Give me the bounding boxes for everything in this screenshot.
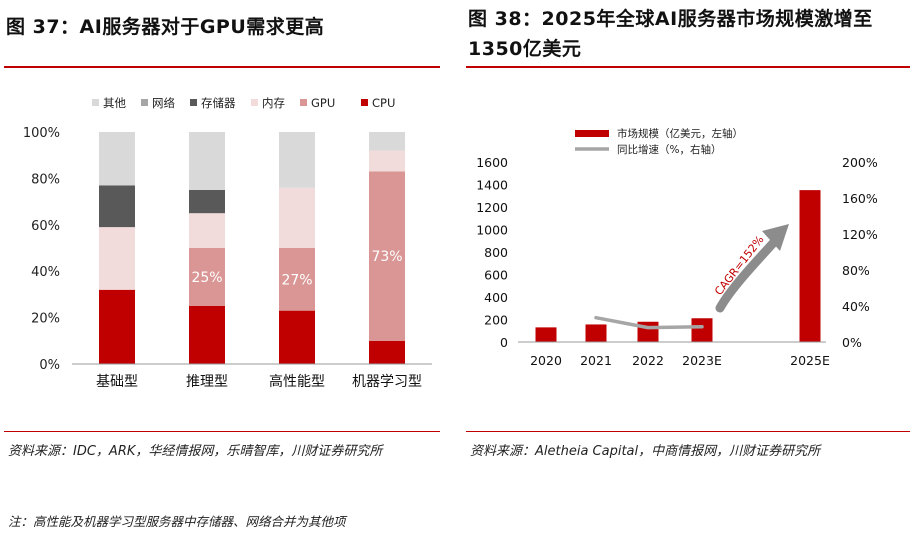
cagr-arrow-head [762,224,789,251]
legend-label-0: 其他 [103,96,126,110]
market-size-bar [585,324,607,342]
x-category-label: 2021 [580,353,612,368]
y-tick-label: 40% [31,265,60,280]
legend-swatch-4 [300,99,307,106]
title-rule [4,66,440,68]
y-tick-label: 60% [31,219,60,234]
y-tick-label: 20% [31,312,60,327]
x-category-label: 2020 [530,353,562,368]
bar-segment-内存 [279,187,315,248]
y-left-tick-label: 1200 [476,200,508,215]
x-category-label: 机器学习型 [352,374,422,390]
legend-label-4: GPU [311,96,335,110]
legend-label-line: 同比增速（%，右轴） [617,143,721,156]
y-right-tick-label: 80% [842,263,870,278]
bar-segment-CPU [369,340,405,364]
figure-37-note: 注：高性能及机器学习型服务器中存储器、网络合并为其他项 [8,514,346,529]
bar-segment-其他 [279,132,315,188]
x-category-label: 2022 [632,353,664,368]
bar-segment-存储器 [99,185,135,228]
x-category-label: 2025E [790,353,830,368]
figure-38-title: 图 38：2025年全球AI服务器市场规模激增至1350亿美元 [468,8,873,60]
x-category-label: 基础型 [96,373,138,390]
y-left-tick-label: 1000 [476,223,508,238]
bar-segment-内存 [369,150,405,172]
bar-segment-其他 [369,132,405,151]
figure-37-source: 资料来源：IDC，ARK，华经情报网，乐晴智库，川财证券研究所 [8,444,383,459]
market-size-bar [799,190,821,342]
ai-server-component-chart: 其他 网络 存储器 内存 GPU CPU 0% 20% 40% 60% 80% 100% 基础型 25% 推… [23,96,432,390]
y-left-tick-label: 400 [484,290,508,305]
x-category-label: 推理型 [186,374,228,390]
y-left-tick-label: 600 [484,268,508,283]
y-left-tick-label: 1400 [476,178,508,193]
y-tick-label: 100% [23,126,60,141]
legend-swatch-5 [361,99,368,106]
bar-segment-GPU [189,248,225,306]
growth-rate-line [594,315,704,330]
data-label: 25% [191,270,222,286]
bar-segment-内存 [99,227,135,290]
legend-label-bar: 市场规模（亿美元，左轴） [617,127,743,140]
data-label: 27% [281,272,312,288]
y-right-tick-label: 160% [842,191,878,206]
bar-segment-其他 [99,132,135,186]
y-left-tick-label: 800 [484,245,508,260]
title-rule [466,66,910,68]
legend-swatch-0 [92,99,99,106]
legend-swatch-2 [190,99,197,106]
legend-label-3: 内存 [262,96,285,110]
y-right-tick-label: 120% [842,227,878,242]
legend-swatch-bar [575,130,609,137]
bar-segment-内存 [189,213,225,248]
market-size-bar [535,327,557,342]
x-category-label: 2023E [682,353,722,368]
market-size-bar [691,318,713,342]
bar-segment-GPU [279,248,315,311]
y-tick-label: 0% [39,358,60,373]
y-right-tick-label: 40% [842,299,870,314]
cagr-arrow-shaft [715,235,781,313]
legend-label-1: 网络 [152,96,175,110]
y-left-tick-label: 1600 [476,155,508,170]
bar-segment-其他 [189,132,225,190]
legend-label-2: 存储器 [201,96,236,110]
ai-server-market-chart: 市场规模（亿美元，左轴） 同比增速（%，右轴） 0 200 400 600 800 1000 1… [476,127,878,368]
legend-label-5: CPU [372,96,395,110]
figure-38-panel: 图 38：2025年全球AI服务器市场规模激增至1350亿美元 市场规模（亿美元… [462,0,910,540]
y-right-tick-label: 0% [842,335,862,350]
source-rule [4,431,440,432]
bar-segment-存储器 [189,190,225,214]
legend-swatch-3 [251,99,258,106]
x-category-label: 高性能型 [269,373,325,390]
y-left-tick-label: 0 [500,335,508,350]
legend-swatch-1 [141,99,148,106]
bar-segment-CPU [189,306,225,364]
figure-37-title: 图 37：AI服务器对于GPU需求更高 [6,16,325,38]
bar-segment-CPU [99,289,135,364]
figure-37-panel: 图 37：AI服务器对于GPU需求更高 其他 网络 存储器 内存 GPU CPU 0% 20%… [0,0,440,540]
figure-38-source: 资料来源：Aletheia Capital，中商情报网，川财证券研究所 [470,444,821,459]
y-left-tick-label: 200 [484,313,508,328]
bar-segment-GPU [369,171,405,341]
data-label: 73% [371,249,402,265]
bar-segment-CPU [279,310,315,364]
y-right-tick-label: 200% [842,155,878,170]
y-tick-label: 80% [31,172,60,187]
source-rule [466,431,910,432]
